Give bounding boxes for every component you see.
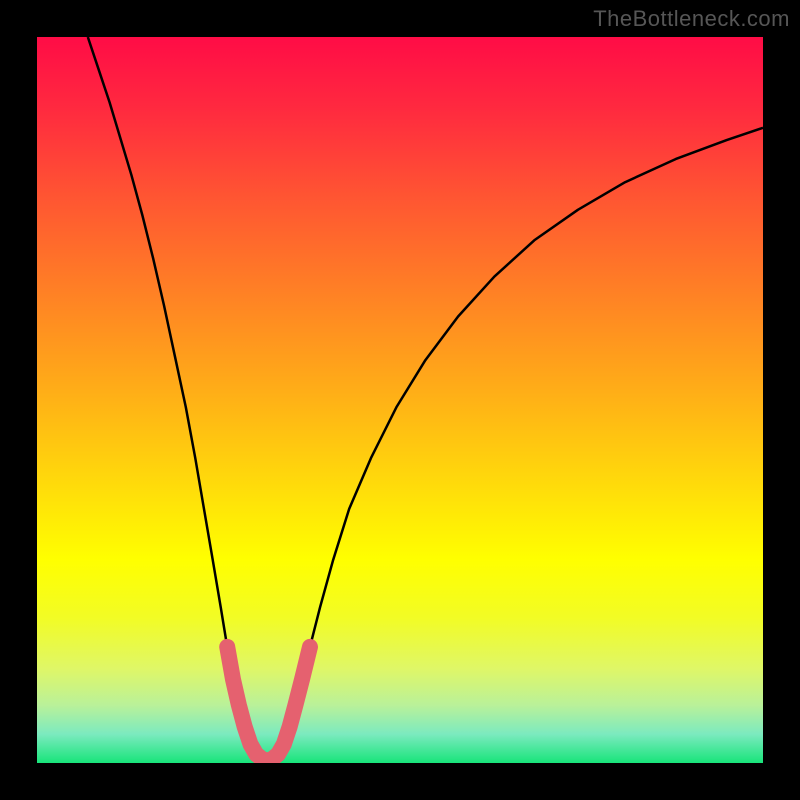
watermark-text: TheBottleneck.com <box>593 6 790 32</box>
plot-area <box>37 37 763 763</box>
chart-frame: TheBottleneck.com <box>0 0 800 800</box>
chart-svg <box>37 37 763 763</box>
